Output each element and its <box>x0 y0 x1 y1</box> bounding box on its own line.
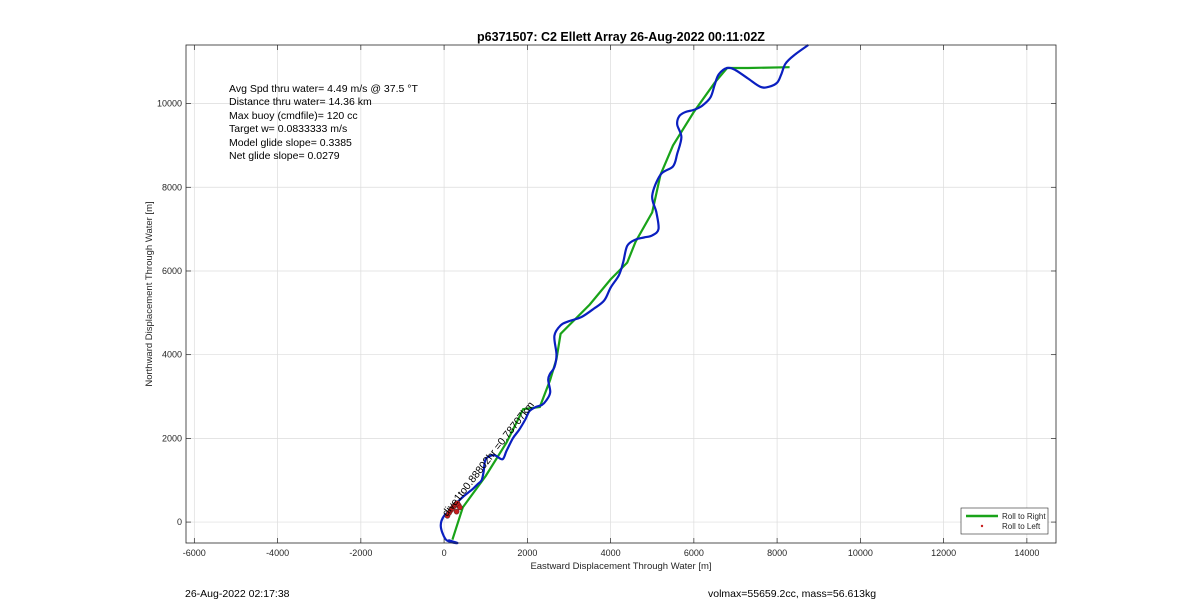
legend: Roll to Right Roll to Left <box>960 507 1049 535</box>
legend-label-roll-right: Roll to Right <box>1002 512 1046 521</box>
y-tick-label: 6000 <box>162 266 182 276</box>
x-axis-label: Eastward Displacement Through Water [m] <box>530 561 711 572</box>
series-layer <box>439 44 809 545</box>
series-track <box>439 44 809 545</box>
legend-label-roll-left: Roll to Left <box>1002 522 1041 531</box>
plot-area-border <box>185 44 1057 544</box>
annotation-avg-speed: Avg Spd thru water= 4.49 m/s @ 37.5 °T <box>229 83 418 95</box>
annotation-net-glide-slope: Net glide slope= 0.0279 <box>229 150 340 162</box>
annotation-max-buoy: Max buoy (cmdfile)= 120 cc <box>229 110 358 122</box>
x-tick-label: 8000 <box>767 548 787 558</box>
y-tick-label: 10000 <box>157 99 182 109</box>
series-roll-to-right <box>451 66 790 541</box>
annotation-model-glide-slope: Model glide slope= 0.3385 <box>229 137 352 149</box>
x-tick-label: 6000 <box>684 548 704 558</box>
x-tick-label: 2000 <box>517 548 537 558</box>
footer-timestamp: 26-Aug-2022 02:17:38 <box>185 588 290 600</box>
legend-box <box>960 507 1049 535</box>
legend-swatch-roll-left <box>980 524 984 528</box>
roll-to-left-point <box>453 508 460 515</box>
annotation-target-w: Target w= 0.0833333 m/s <box>229 123 347 135</box>
x-tick-label: -6000 <box>183 548 206 558</box>
chart-title: p6371507: C2 Ellett Array 26-Aug-2022 00… <box>477 30 765 44</box>
y-tick-label: 4000 <box>162 350 182 360</box>
annotation-block: Avg Spd thru water= 4.49 m/s @ 37.5 °T D… <box>229 83 418 162</box>
y-tick-label: 0 <box>177 517 182 527</box>
plot-area-background <box>186 45 1056 543</box>
x-tick-label: 10000 <box>848 548 873 558</box>
y-tick-label: 8000 <box>162 182 182 192</box>
x-tick-label: -4000 <box>266 548 289 558</box>
x-tick-label: 12000 <box>931 548 956 558</box>
footer-volume-mass: volmax=55659.2cc, mass=56.613kg <box>708 588 877 600</box>
y-tick-label: 2000 <box>162 433 182 443</box>
x-tick-label: 14000 <box>1014 548 1039 558</box>
annotation-distance: Distance thru water= 14.36 km <box>229 96 372 108</box>
x-tick-label: -2000 <box>349 548 372 558</box>
x-tick-label: 0 <box>442 548 447 558</box>
x-tick-label: 4000 <box>601 548 621 558</box>
y-axis-label: Northward Displacement Through Water [m] <box>144 201 155 386</box>
roll-to-left-point <box>457 504 463 511</box>
axis-ticks: -6000 -4000 -2000 0 2000 4000 6000 8000 10000 120… <box>157 45 1056 558</box>
